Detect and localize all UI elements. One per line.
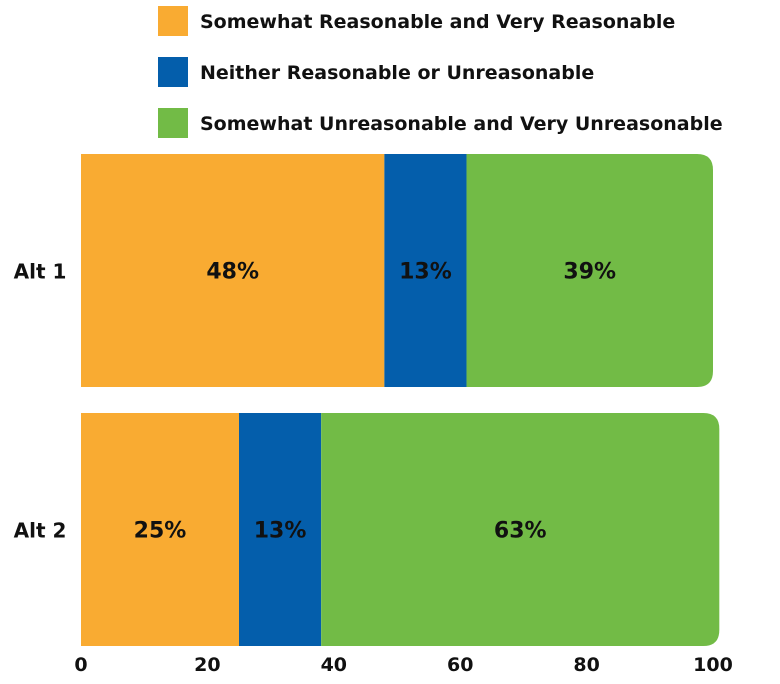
- bar-segment-alt2-series1: [81, 413, 239, 646]
- bar-segment-alt1-series3: [466, 154, 713, 387]
- legend-label-1: Somewhat Reasonable and Very Reasonable: [200, 11, 675, 33]
- x-tick-label-80: 80: [573, 654, 599, 676]
- data-label-alt2-series3: 63%: [494, 519, 547, 544]
- legend-swatch-3: [158, 108, 188, 138]
- legend-swatch-1: [158, 6, 188, 36]
- x-tick-label-0: 0: [74, 654, 87, 676]
- legend-label-2: Neither Reasonable or Unreasonable: [200, 62, 594, 84]
- x-tick-label-40: 40: [321, 654, 347, 676]
- bar-segment-alt2-series2: [239, 413, 322, 646]
- data-label-alt1-series1: 48%: [206, 260, 259, 285]
- bar-segment-alt2-series3: [321, 413, 720, 646]
- x-tick-label-100: 100: [693, 654, 733, 676]
- data-label-alt2-series1: 25%: [134, 519, 187, 544]
- data-label-alt1-series2: 13%: [399, 260, 452, 285]
- bar-segment-alt1-series2: [384, 154, 467, 387]
- legend-label-3: Somewhat Unreasonable and Very Unreasona…: [200, 113, 723, 135]
- data-label-alt2-series2: 13%: [254, 519, 307, 544]
- category-label-2: Alt 2: [14, 519, 67, 543]
- x-tick-label-60: 60: [447, 654, 473, 676]
- category-label-1: Alt 1: [14, 260, 67, 284]
- bar-segment-alt1-series1: [81, 154, 385, 387]
- legend-swatch-2: [158, 57, 188, 87]
- data-label-alt1-series3: 39%: [563, 260, 616, 285]
- x-tick-label-20: 20: [194, 654, 220, 676]
